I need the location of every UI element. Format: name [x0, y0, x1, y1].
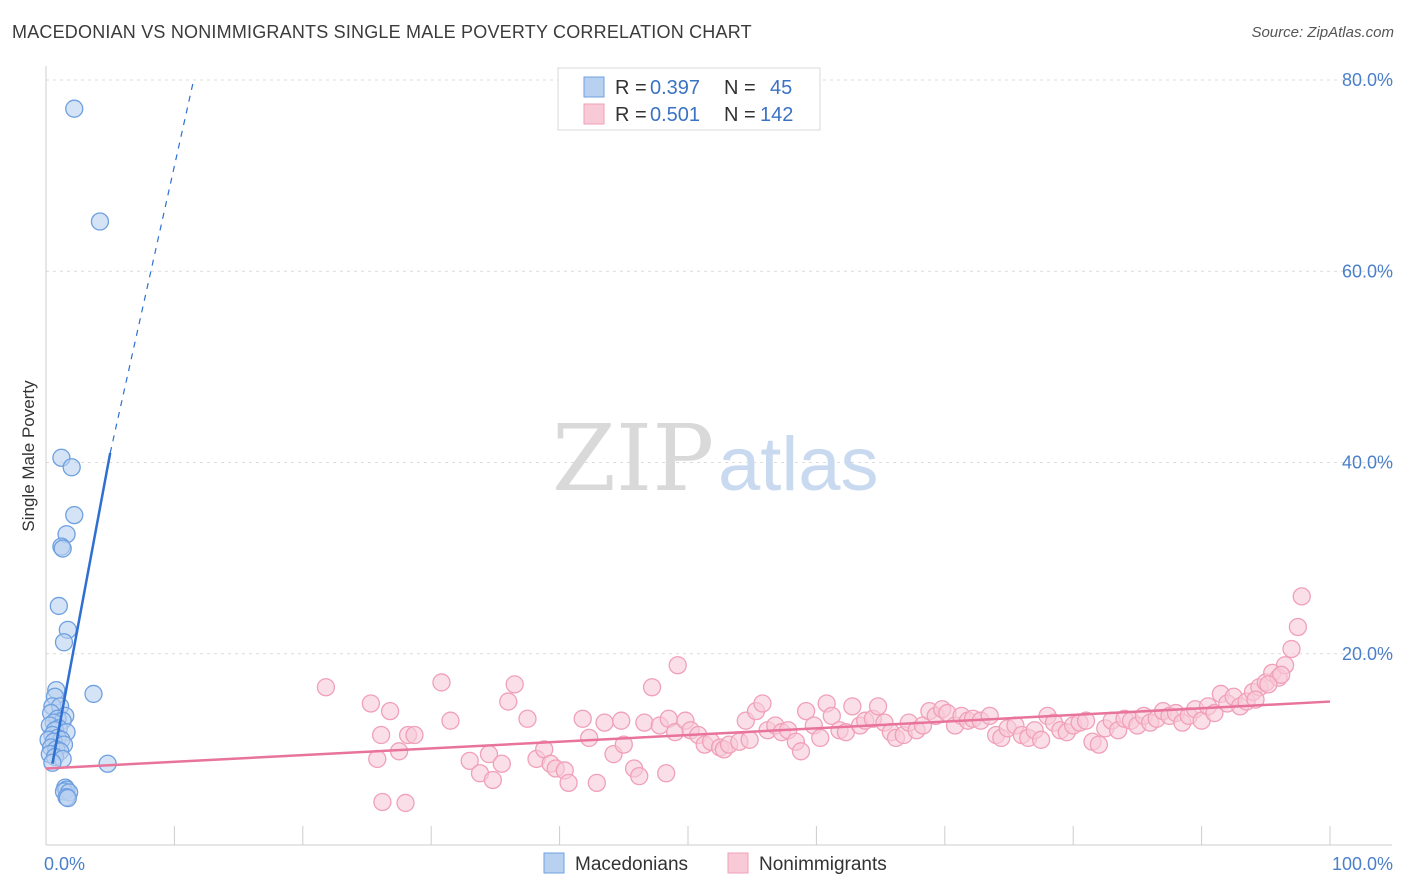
point-nonimmigrants-10	[432, 673, 451, 692]
point-nonimmigrants-6	[373, 792, 392, 812]
legend-r-value-1: 0.397	[650, 77, 700, 99]
point-nonimmigrants-60	[791, 742, 811, 761]
point-nonimmigrants-1	[361, 694, 381, 713]
point-nonimmigrants-27	[579, 728, 599, 748]
legend-n-value-1: 45	[770, 77, 792, 99]
point-nonimmigrants-0	[316, 678, 336, 697]
point-nonimmigrants-137	[1288, 617, 1308, 637]
x-tick-label-1: 100.0%	[1332, 854, 1393, 874]
watermark-zip: ZIP	[552, 405, 714, 512]
point-nonimmigrants-17	[499, 692, 518, 711]
legend-n-value-2: 142	[760, 104, 793, 126]
data-points	[39, 99, 1311, 813]
bottom-legend-macedonians: Macedonians	[575, 854, 688, 875]
point-nonimmigrants-32	[614, 735, 633, 754]
point-nonimmigrants-139	[1272, 665, 1291, 684]
point-nonimmigrants-2	[371, 725, 391, 745]
point-nonimmigrants-19	[518, 709, 537, 728]
point-nonimmigrants-18	[505, 675, 524, 694]
trend-lines	[45, 79, 1331, 770]
point-macedonians-10	[54, 633, 74, 652]
trend-line-macedonians	[51, 452, 112, 764]
legend-n-label-1: N =	[724, 77, 756, 99]
point-nonimmigrants-4	[368, 749, 387, 769]
legend-top: R = 0.397 N = 45 R = 0.501 N = 142	[557, 67, 821, 131]
point-nonimmigrants-28	[587, 773, 606, 792]
chart-title: MACEDONIAN VS NONIMMIGRANTS SINGLE MALE …	[12, 22, 752, 42]
point-nonimmigrants-36	[642, 678, 662, 697]
point-nonimmigrants-11	[441, 711, 460, 730]
point-nonimmigrants-61	[796, 701, 816, 721]
point-nonimmigrants-68	[843, 697, 862, 716]
point-nonimmigrants-9	[396, 793, 415, 813]
point-macedonians-4	[65, 505, 84, 525]
legend-swatch-macedonians	[583, 76, 605, 98]
point-nonimmigrants-3	[380, 701, 400, 721]
bottom-legend-nonimmigrants: Nonimmigrants	[759, 854, 887, 875]
x-tick-labels: 0.0% 100.0%	[44, 854, 1393, 874]
point-macedonians-3	[62, 458, 81, 477]
point-nonimmigrants-16	[492, 754, 511, 773]
point-nonimmigrants-104	[1076, 711, 1096, 730]
point-macedonians-38	[98, 754, 117, 773]
legend-r-label-1: R =	[615, 77, 647, 99]
point-nonimmigrants-141	[1246, 690, 1265, 709]
bottom-legend-swatch-macedonians	[543, 852, 565, 874]
point-nonimmigrants-106	[1089, 735, 1109, 754]
point-nonimmigrants-63	[811, 728, 830, 748]
y-tick-label-0: 20.0%	[1342, 644, 1393, 664]
point-macedonians-1	[90, 212, 110, 231]
point-macedonians-7	[53, 539, 72, 558]
point-nonimmigrants-65	[822, 706, 841, 726]
point-macedonians-8	[49, 596, 68, 616]
point-nonimmigrants-89	[980, 706, 999, 726]
point-nonimmigrants-97	[1031, 730, 1051, 749]
trend-line-macedonians-extension	[109, 79, 195, 454]
y-tick-label-1: 40.0%	[1342, 453, 1393, 473]
point-nonimmigrants-138	[1292, 587, 1311, 606]
point-nonimmigrants-40	[657, 764, 676, 783]
point-nonimmigrants-41	[668, 656, 687, 675]
point-macedonians-13	[84, 684, 103, 704]
point-nonimmigrants-136	[1282, 639, 1301, 659]
point-nonimmigrants-140	[1259, 675, 1278, 694]
point-nonimmigrants-34	[630, 767, 649, 786]
point-nonimmigrants-29	[595, 713, 614, 732]
y-axis-label: Single Male Poverty	[19, 380, 38, 532]
bottom-legend-swatch-nonimmigrants	[727, 852, 749, 874]
trend-line-nonimmigrants	[45, 700, 1331, 770]
axes	[45, 66, 1392, 846]
legend-r-label-2: R =	[615, 104, 647, 126]
watermark: ZIP atlas	[552, 405, 879, 512]
legend-bottom: Macedonians Nonimmigrants	[543, 852, 887, 875]
y-tick-label-2: 60.0%	[1342, 261, 1393, 281]
point-nonimmigrants-15	[483, 770, 502, 790]
point-nonimmigrants-52	[740, 730, 759, 749]
gridlines	[46, 79, 1392, 655]
point-macedonians-0	[65, 99, 84, 118]
source-label: Source: ZipAtlas.com	[1251, 24, 1394, 41]
point-nonimmigrants-54	[753, 694, 772, 713]
legend-r-value-2: 0.501	[650, 104, 700, 126]
x-tick-label-0: 0.0%	[44, 854, 85, 874]
point-macedonians-44	[58, 788, 77, 808]
point-nonimmigrants-31	[612, 711, 631, 730]
point-nonimmigrants-8	[405, 725, 424, 745]
point-nonimmigrants-26	[573, 709, 592, 728]
watermark-atlas: atlas	[718, 422, 879, 507]
y-tick-label-3: 80.0%	[1342, 70, 1393, 90]
point-nonimmigrants-72	[868, 697, 888, 716]
point-nonimmigrants-25	[559, 773, 578, 792]
point-nonimmigrants-12	[460, 751, 479, 770]
legend-swatch-nonimmigrants	[583, 103, 605, 125]
legend-n-label-2: N =	[724, 104, 756, 126]
y-tick-labels: 20.0% 40.0% 60.0% 80.0%	[1342, 70, 1393, 664]
point-nonimmigrants-35	[635, 713, 654, 732]
